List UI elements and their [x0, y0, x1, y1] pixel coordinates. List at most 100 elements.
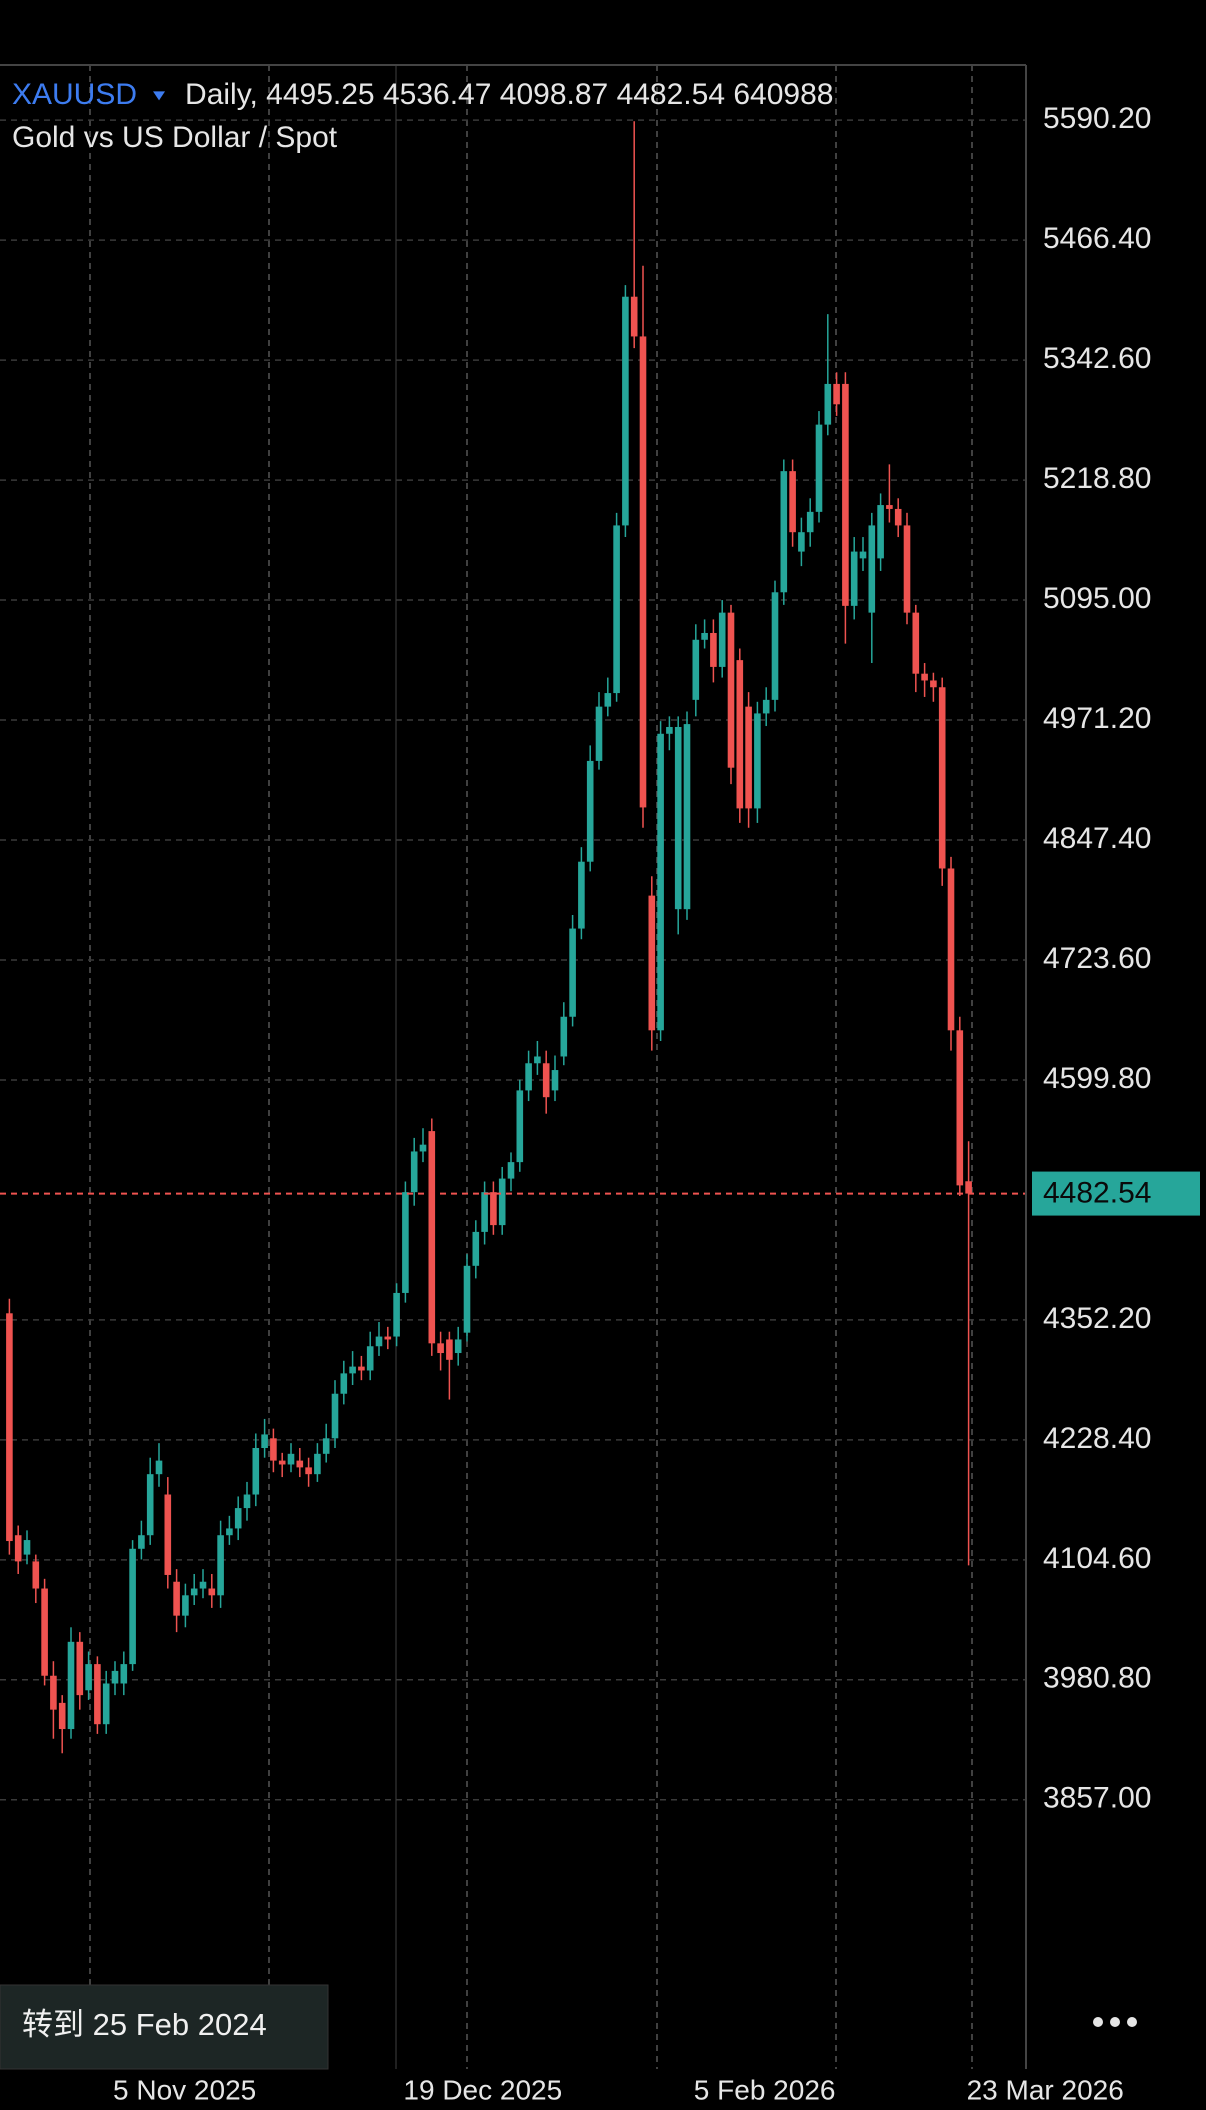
candle-body [120, 1664, 128, 1684]
candle-body [736, 660, 744, 809]
candle-body [234, 1508, 242, 1529]
x-tick-label: 5 Nov 2025 [113, 2074, 256, 2105]
candle-body [886, 505, 893, 509]
candle-body [701, 632, 708, 640]
more-menu[interactable] [1093, 2017, 1137, 2027]
candle-body [85, 1664, 92, 1691]
candle-body [375, 1336, 383, 1347]
candle-body [393, 1292, 400, 1337]
candle-body [534, 1056, 541, 1064]
candle-body [877, 505, 884, 559]
y-tick-label: 4971.20 [1043, 702, 1151, 735]
candle-body [674, 726, 682, 910]
y-tick-label: 5342.60 [1043, 342, 1151, 375]
interval: Daily, [185, 78, 258, 111]
candle-body [463, 1265, 471, 1333]
candle-body [754, 713, 761, 809]
last-price-box [1032, 1171, 1200, 1216]
candle-body [252, 1448, 260, 1495]
candle-body [692, 639, 700, 700]
candle-body [270, 1438, 277, 1461]
candle-body [129, 1548, 136, 1665]
candle-body [806, 511, 814, 533]
y-tick-label: 4104.60 [1043, 1542, 1151, 1575]
x-tick-label: 19 Dec 2025 [403, 2074, 562, 2105]
candle-body [595, 706, 603, 761]
symbol[interactable]: XAUUSD [12, 78, 137, 111]
candle-body [965, 1181, 972, 1194]
candle-body [569, 928, 576, 1017]
candle-body [340, 1373, 348, 1394]
candle-body [155, 1460, 163, 1475]
candle-body [446, 1339, 453, 1360]
candle-body [842, 383, 849, 606]
x-tick-label: 23 Mar 2026 [967, 2074, 1124, 2105]
candle-body [683, 724, 691, 910]
candle-body [366, 1346, 374, 1371]
candle-body [498, 1178, 506, 1226]
candle-body [58, 1702, 66, 1730]
candle-body [111, 1670, 119, 1684]
candle-body [850, 551, 858, 606]
candle-body [630, 296, 638, 337]
candle-body [903, 525, 911, 613]
candle-body [305, 1467, 312, 1475]
candles [0, 121, 1026, 1754]
candle-body [551, 1070, 559, 1091]
candle-body [710, 632, 717, 667]
y-tick-label: 4723.60 [1043, 942, 1151, 975]
low-value: 4098.87 [500, 78, 608, 111]
candle-body [516, 1090, 524, 1163]
y-tick-label: 3980.80 [1043, 1662, 1151, 1695]
candle-body [322, 1438, 330, 1454]
goto-button[interactable] [0, 1984, 329, 2070]
candle-body [507, 1162, 515, 1179]
x-tick-label: 5 Feb 2026 [694, 2074, 836, 2105]
y-tick-label: 4228.40 [1043, 1422, 1151, 1455]
y-tick-label: 5095.00 [1043, 582, 1151, 615]
candle-body [930, 680, 937, 688]
candle-body [67, 1641, 75, 1730]
goto-button-label: 转到 25 Feb 2024 [22, 2007, 267, 2042]
candle-body [798, 532, 805, 552]
candle-body [349, 1366, 356, 1374]
candle-body [560, 1016, 568, 1057]
candle-body [173, 1581, 180, 1616]
candle-body [437, 1343, 444, 1354]
candle-body [428, 1131, 436, 1344]
time-axis: 5 Nov 2025 19 Dec 2025 5 Feb 2026 23 Mar 20… [113, 2074, 1124, 2105]
candle-body [190, 1588, 198, 1596]
candle-body [94, 1664, 101, 1725]
candle-body [454, 1339, 462, 1354]
candle-body [243, 1494, 251, 1509]
candle-body [586, 760, 594, 862]
candle-body [718, 612, 726, 667]
candle-body [745, 706, 752, 809]
candle-body [41, 1588, 48, 1676]
candle-body [138, 1535, 145, 1549]
candle-body [938, 687, 946, 869]
candle-body [384, 1336, 392, 1340]
candle-body [296, 1460, 304, 1468]
candle-body [648, 895, 656, 1031]
close-value: 4482.54 [617, 78, 725, 111]
symbol-menu-caret[interactable] [153, 91, 166, 101]
subtitle: Gold vs US Dollar / Spot [12, 121, 338, 154]
high-value: 4536.47 [383, 78, 491, 111]
candle-body [23, 1540, 31, 1555]
candle-body [815, 424, 823, 512]
candle-body [833, 383, 840, 405]
candle-body [278, 1460, 286, 1465]
candle-body [956, 1030, 964, 1186]
candle-body [789, 471, 796, 533]
candle-body [199, 1581, 207, 1589]
y-tick-label: 4847.40 [1043, 822, 1151, 855]
candle-body [164, 1494, 172, 1575]
candle-body [358, 1366, 365, 1371]
candle-body [604, 693, 612, 707]
candle-body [727, 612, 735, 768]
candle-body [912, 612, 920, 674]
candle-body [217, 1535, 224, 1596]
